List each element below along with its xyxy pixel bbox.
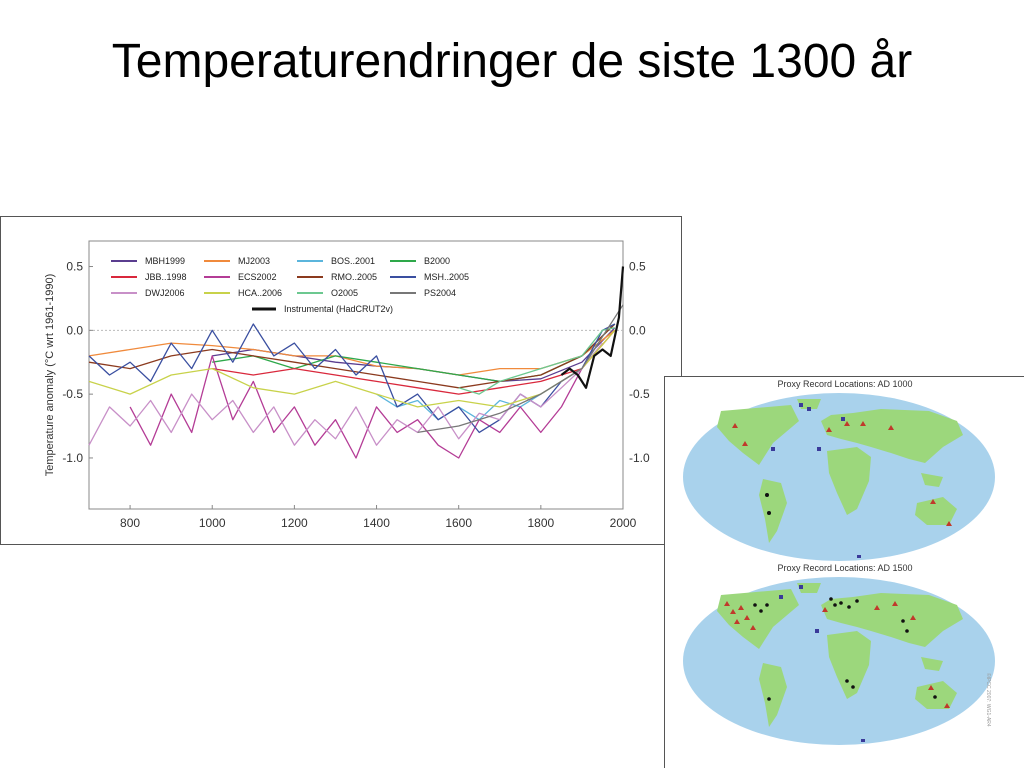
legend-label: MSH..2005 bbox=[424, 272, 469, 282]
legend-label: B2000 bbox=[424, 256, 450, 266]
land bbox=[717, 583, 963, 727]
legend-label: HCA..2006 bbox=[238, 288, 282, 298]
y-tick-label-right: 0.5 bbox=[629, 260, 646, 274]
map-title-ad1000: Proxy Record Locations: AD 1000 bbox=[777, 379, 913, 389]
y-axis-label: Temperature anomaly (°C wrt 1961-1990) bbox=[44, 274, 56, 477]
series-line-4 bbox=[212, 329, 616, 395]
y-tick-label: -1.0 bbox=[62, 451, 83, 465]
proxy-maps-panel: Proxy Record Locations: AD 1000 bbox=[664, 376, 1024, 768]
x-tick-label: 1800 bbox=[527, 516, 554, 530]
map-credit: ©IPCC 2007: WG1-AR4 bbox=[985, 673, 991, 727]
series-line-9 bbox=[88, 329, 616, 408]
series-line-1 bbox=[88, 329, 616, 376]
series-line-12 bbox=[560, 266, 625, 389]
series-line-11 bbox=[417, 304, 624, 434]
legend-label: DWJ2006 bbox=[145, 288, 185, 298]
legend-label: BOS..2001 bbox=[331, 256, 375, 266]
world-map-ad1500 bbox=[683, 577, 995, 745]
world-map-ad1000 bbox=[683, 393, 995, 561]
legend-label: PS2004 bbox=[424, 288, 456, 298]
y-tick-label-right: 0.0 bbox=[629, 323, 646, 337]
x-tick-label: 2000 bbox=[610, 516, 637, 530]
map-title-ad1500: Proxy Record Locations: AD 1500 bbox=[777, 563, 913, 573]
series-line-8 bbox=[88, 342, 604, 446]
proxy-markers-ad1000 bbox=[732, 403, 952, 558]
x-tick-label: 1400 bbox=[363, 516, 390, 530]
land bbox=[717, 399, 963, 543]
x-tick-label: 1000 bbox=[199, 516, 226, 530]
series-line-6 bbox=[88, 323, 616, 389]
x-tick-label: 800 bbox=[120, 516, 140, 530]
series-line-10 bbox=[458, 327, 615, 395]
y-tick-label-right: -1.0 bbox=[629, 451, 650, 465]
legend-label: O2005 bbox=[331, 288, 358, 298]
y-tick-label: -0.5 bbox=[62, 387, 83, 401]
x-tick-label: 1200 bbox=[281, 516, 308, 530]
slide-title: Temperaturendringer de siste 1300 år bbox=[111, 35, 913, 88]
legend-label: Instrumental (HadCRUT2v) bbox=[284, 304, 393, 314]
legend-label: RMO..2005 bbox=[331, 272, 377, 282]
y-tick-label: 0.5 bbox=[66, 260, 83, 274]
y-tick-label: 0.0 bbox=[66, 323, 83, 337]
proxy-markers-ad1500 bbox=[724, 585, 950, 742]
chart-svg: 0.5 0.5 0.0 0.0 -0.5 -0.5 -1.0 -1.0 800 1000 1200 1… bbox=[44, 240, 650, 530]
legend-label: MBH1999 bbox=[145, 256, 185, 266]
legend-label: JBB..1998 bbox=[145, 272, 187, 282]
x-tick-label: 1600 bbox=[445, 516, 472, 530]
legend-label: ECS2002 bbox=[238, 272, 277, 282]
y-tick-label-right: -0.5 bbox=[629, 387, 650, 401]
temperature-chart: 0.5 0.5 0.0 0.0 -0.5 -0.5 -1.0 -1.0 800 1000 1200 1… bbox=[0, 216, 682, 545]
legend-label: MJ2003 bbox=[238, 256, 270, 266]
